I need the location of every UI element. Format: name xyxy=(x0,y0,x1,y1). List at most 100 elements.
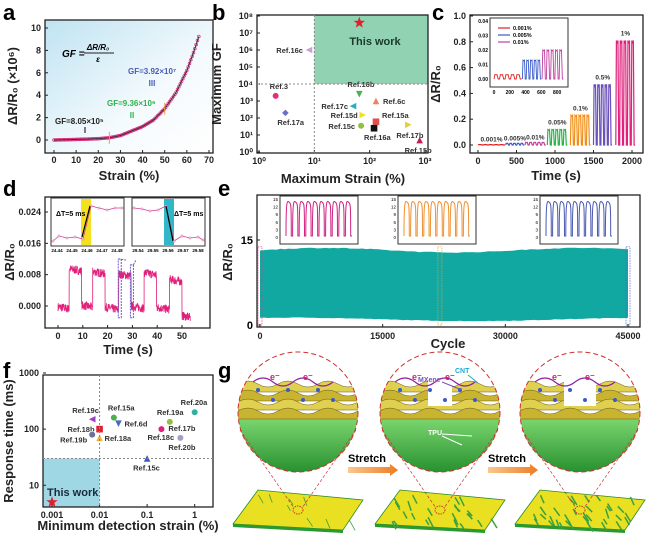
x-axis-label: Maximum Strain (%) xyxy=(281,171,405,186)
crack xyxy=(570,495,578,506)
y-tick-label: 10⁷ xyxy=(239,28,253,38)
panel-letter-b: b xyxy=(212,0,225,25)
stretch-label: Stretch xyxy=(348,453,386,465)
legend-label: 0.001% xyxy=(513,26,532,32)
inset-y-tick-label: 15 xyxy=(533,197,539,202)
crack xyxy=(617,505,625,514)
inset-y-tick-label: 0 xyxy=(275,235,278,240)
mxene-flake xyxy=(238,380,358,393)
inset-point xyxy=(65,236,69,240)
mxene-flake xyxy=(238,407,358,420)
point-label: Ref.15d xyxy=(331,111,359,120)
inset-point xyxy=(201,238,205,242)
inset-point xyxy=(113,206,117,210)
y-axis-label: ΔR/R₀ xyxy=(2,243,17,281)
sensor-film xyxy=(232,489,364,531)
inset-y-tick-label: 9 xyxy=(275,212,278,217)
panel-letter-c: c xyxy=(432,0,444,25)
marker-this-work xyxy=(353,16,365,28)
marker-ref-18b xyxy=(96,425,103,433)
mxene-flake xyxy=(380,407,500,420)
crack xyxy=(466,510,473,517)
sensor-film xyxy=(374,489,506,531)
panel-letter-d: d xyxy=(3,176,16,201)
x-tick-label: 0.001 xyxy=(41,510,64,520)
y-axis-label: ΔR/R₀ (×10⁶) xyxy=(5,47,20,125)
cnt-fiber xyxy=(534,377,616,387)
inset-y-tick-label: 3 xyxy=(535,235,538,240)
zoom-spot xyxy=(434,505,446,515)
data-point xyxy=(178,82,182,86)
crack xyxy=(606,503,613,512)
panel-f-chart: 0.001 0.01 0.1 1 10 100 1000 Minimum detection … xyxy=(1,368,219,533)
y-tick-label: 0.008 xyxy=(18,270,41,280)
series-level-label: 0.1% xyxy=(573,105,588,112)
cnt-node xyxy=(613,398,617,402)
transition-line xyxy=(81,205,91,238)
y-tick-label: 6 xyxy=(36,68,41,78)
point-label: Ref.16a xyxy=(364,133,392,142)
series-line xyxy=(524,141,546,146)
data-point xyxy=(177,84,181,89)
zoom-region xyxy=(117,258,122,319)
inset-plot: 3 3 6 9 12 15 xyxy=(533,195,619,245)
cnt-node xyxy=(443,398,447,402)
y-tick-label: 0 xyxy=(247,320,253,332)
crack xyxy=(392,520,400,528)
formula-lhs: GF = xyxy=(62,49,85,60)
series-line xyxy=(569,113,591,146)
inset-y-tick-label: 6 xyxy=(393,220,396,225)
point-label: Ref.15a xyxy=(382,111,410,120)
x-axis-label: Time (s) xyxy=(531,168,581,183)
highlight-label: This work xyxy=(47,487,99,499)
crack xyxy=(602,518,608,525)
x-tick-label: 20 xyxy=(103,331,113,341)
cnt-node xyxy=(473,398,477,402)
marker-ref-16b xyxy=(356,90,363,98)
point-label: Ref.16b xyxy=(347,80,375,89)
y-axis-label: ΔR/R₀ xyxy=(220,243,235,281)
inset-x-tick-label: 800 xyxy=(553,90,562,96)
inset-point xyxy=(132,206,136,210)
inset-plot: ΔT=5 ms 24.44 24.45 24.46 24.47 24.48 xyxy=(50,197,125,253)
x-tick-label: 15000 xyxy=(370,331,395,341)
zoom-circle-content xyxy=(520,352,640,472)
x-axis-label: Strain (%) xyxy=(99,168,160,183)
fit-line xyxy=(54,36,200,141)
inset-series-line xyxy=(541,48,564,80)
panel-d-chart: 0 10 20 30 40 50 0.000 0.008 0.016 0.024 Time (s) Δ… xyxy=(2,196,211,357)
tpu-label: TPU xyxy=(428,430,442,437)
crack xyxy=(572,508,578,516)
gf-annotation: GF=8.05×10⁵ xyxy=(55,117,104,126)
data-point xyxy=(185,68,189,73)
x-tick-label: 10³ xyxy=(418,156,431,166)
mxene-label: MXene xyxy=(418,377,441,384)
inset-x-tick-label: 29.58 xyxy=(192,248,204,253)
marker-ref-3 xyxy=(272,92,280,100)
inset-x-tick-label: 0 xyxy=(493,90,496,96)
marker-ref-20b xyxy=(176,434,184,442)
y-tick-label: 10 xyxy=(31,23,41,33)
zoom-circle-content xyxy=(238,352,358,472)
crack xyxy=(394,501,401,511)
point-label: Ref.16c xyxy=(276,46,303,55)
crack xyxy=(549,515,556,527)
zoom-connector xyxy=(301,429,357,509)
tpu-pointer xyxy=(441,433,473,437)
crack xyxy=(325,518,331,529)
gf-annotation: GF=3.92×10⁷ xyxy=(128,67,176,76)
y-tick-label: 0 xyxy=(36,135,41,145)
y-tick-label: 1000 xyxy=(19,368,39,378)
plot-frame xyxy=(42,374,214,508)
zoom-connector xyxy=(118,258,127,261)
electron-label: e⁻ xyxy=(552,372,562,382)
crack xyxy=(407,500,412,511)
crack xyxy=(585,514,593,522)
series-level-label: 0.05% xyxy=(548,120,567,127)
inset-signal xyxy=(52,205,122,242)
y-tick-label: 0.0 xyxy=(453,140,466,150)
inset-x-tick-label: 24.46 xyxy=(81,248,93,253)
inset-point xyxy=(57,234,61,238)
crack xyxy=(453,504,460,513)
inset-y-tick-label: 3 xyxy=(393,227,396,232)
